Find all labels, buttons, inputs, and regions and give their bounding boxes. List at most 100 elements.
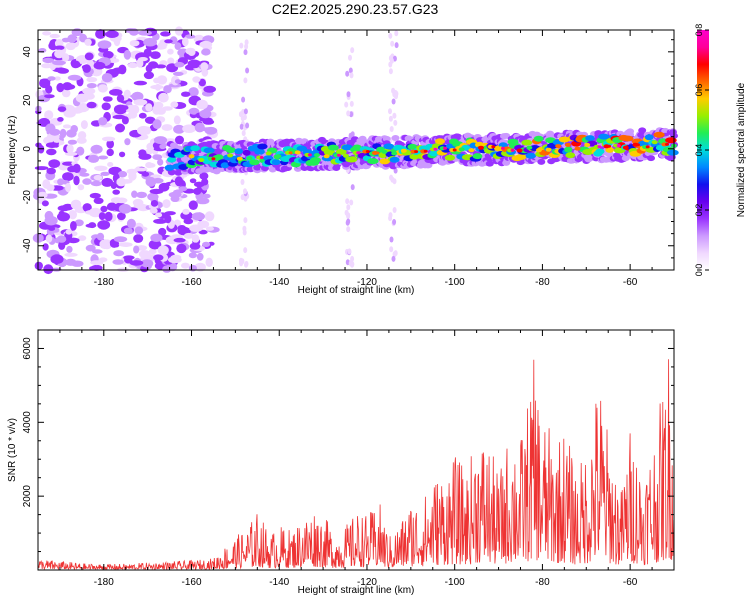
spectrogram-cell [41, 63, 53, 69]
spectrogram-cell [245, 122, 250, 129]
spectrogram-cell [62, 124, 72, 129]
spectrogram-cell [555, 144, 562, 149]
spectrogram-cell [173, 115, 181, 125]
spectrogram-cell [182, 37, 189, 47]
spectrogram-cell [129, 40, 140, 47]
spectrogram-cell [345, 219, 350, 226]
spectrogram-cell [164, 39, 173, 44]
y-tick-label: 4000 [22, 411, 33, 434]
x-tick-label: -140 [269, 277, 289, 288]
spectrogram-cell [433, 147, 438, 151]
spectrogram-cell [409, 153, 420, 160]
spectrogram-cell [128, 171, 137, 181]
spectrogram-cell [79, 172, 90, 177]
spectrogram-cell [54, 76, 61, 81]
spectrogram-cell [249, 159, 260, 166]
spectrogram-cell [150, 233, 163, 242]
spectrogram-cell [414, 150, 419, 154]
spectrogram-cell [123, 89, 131, 99]
spectrogram-cell [346, 204, 351, 211]
spectrogram-cell [157, 245, 169, 255]
spectrogram-cell [243, 217, 248, 224]
spectrogram-cell [607, 144, 612, 148]
spectrogram-cell [188, 154, 195, 159]
y-tick-label: 0 [22, 146, 33, 152]
spectrogram-cell [153, 218, 168, 224]
spectrogram-cell [198, 229, 208, 235]
spectrogram-cell [239, 123, 244, 130]
spectrogram-cell [84, 38, 92, 46]
spectrogram-cell [184, 34, 196, 39]
spectrogram-cell [393, 119, 398, 126]
spectrogram-cell [271, 159, 281, 166]
spectrogram-cell [119, 105, 129, 111]
spectrogram-cell [118, 242, 133, 248]
spectrogram-cell [516, 148, 523, 153]
spectrogram-cell [323, 149, 336, 156]
spectrogram-cell [389, 236, 394, 243]
spectrogram-cell [188, 87, 199, 97]
spectrogram-cell [202, 119, 215, 125]
spectrogram-cell [115, 123, 125, 133]
spectrogram-cell [97, 84, 108, 93]
spectrogram-x-label: Height of straight line (km) [298, 285, 415, 296]
spectrogram-cell [187, 59, 201, 69]
spectrogram-cell [389, 246, 394, 253]
spectrogram-cell [57, 117, 64, 122]
spectrogram-cell [163, 85, 172, 94]
spectrogram-cell [90, 180, 103, 187]
spectrogram-cell [194, 262, 206, 272]
snr-x-label: Height of straight line (km) [298, 585, 415, 596]
spectrogram-cell [574, 146, 581, 151]
spectrogram-cell [510, 148, 515, 152]
spectrogram-cell [647, 155, 655, 162]
spectrogram-cell [65, 229, 73, 235]
spectrogram-cell [98, 212, 106, 221]
spectrogram-cell [294, 150, 301, 155]
spectrogram-cell [365, 150, 370, 153]
spectrogram-cell [155, 212, 163, 218]
spectrogram-cell [173, 237, 186, 243]
colorbar-tick-label: 0.6 [694, 84, 704, 97]
spectrogram-cell [383, 143, 395, 150]
spectrogram-cell [65, 42, 76, 51]
spectrogram-cell [156, 75, 168, 85]
spectrogram-cell [621, 135, 634, 142]
spectrogram-cell [238, 111, 243, 118]
spectrogram-cell [140, 259, 154, 268]
x-tick-label: -60 [623, 277, 638, 288]
spectrogram-cell [106, 148, 114, 157]
spectrogram-cell [170, 101, 179, 108]
spectrogram-cell [97, 220, 111, 230]
snr-y-axis: 2000 4000 6000 [22, 329, 674, 571]
spectrogram-cell [47, 76, 56, 81]
spectrogram-cell [104, 211, 113, 222]
spectrogram-cell [198, 158, 205, 162]
spectrogram-cell [77, 184, 85, 191]
spectrogram-cell [98, 117, 108, 126]
spectrogram-cell [478, 145, 484, 150]
spectrogram-cell [201, 178, 209, 186]
spectrogram-cell [204, 126, 218, 135]
spectrogram-cell [564, 142, 571, 147]
spectrogram-cell [143, 71, 154, 80]
spectrogram-cell [526, 145, 533, 150]
spectrogram-cell [67, 34, 77, 43]
spectrogram-cell [616, 144, 621, 148]
spectrogram-cell [246, 156, 253, 161]
spectrogram-cell [349, 72, 354, 79]
x-tick-label: -160 [182, 277, 202, 288]
spectrogram-cell [348, 67, 353, 74]
colorbar-tick-label: 0.2 [694, 204, 704, 217]
spectrogram-cell [500, 146, 505, 150]
spectrogram-cell [143, 37, 158, 47]
spectrogram-cell [350, 47, 355, 54]
spectrogram-cell [275, 154, 282, 159]
spectrogram-cell [67, 74, 82, 81]
colorbar-tick-label: 0.4 [694, 144, 704, 157]
spectrogram-cell [148, 248, 157, 255]
spectrogram-cell [45, 123, 56, 134]
spectrogram-cell [158, 227, 167, 236]
spectrogram-cell [367, 158, 379, 165]
spectrogram-cell [76, 137, 87, 144]
